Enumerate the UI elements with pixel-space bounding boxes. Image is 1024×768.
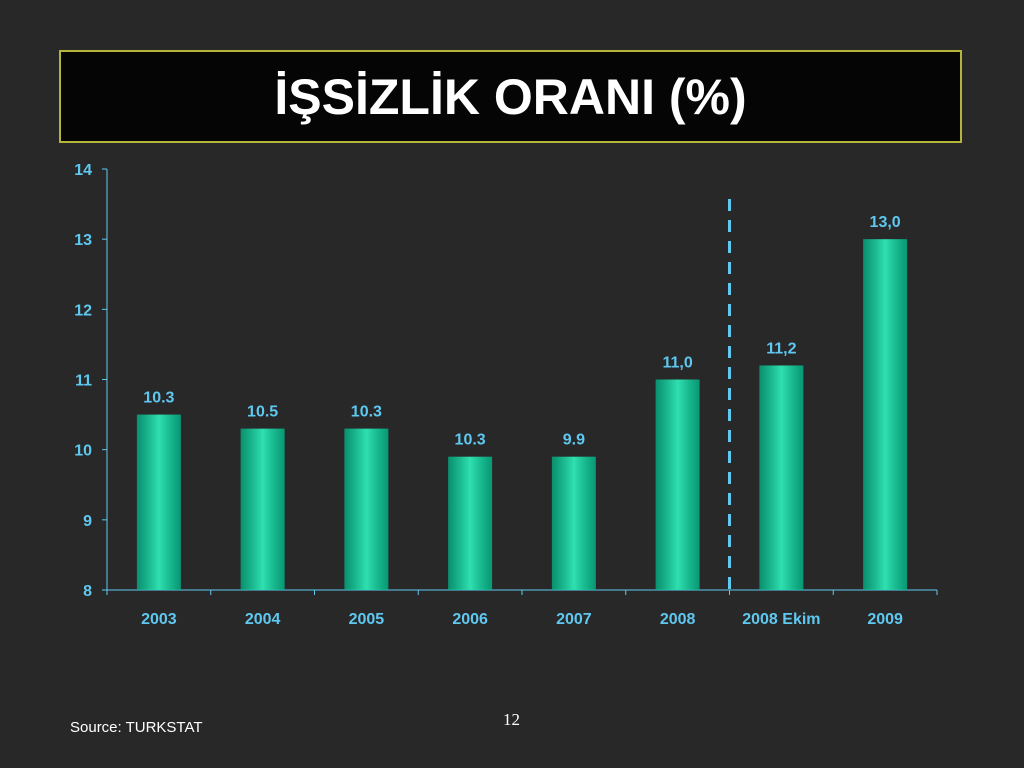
data-label: 10.3 bbox=[351, 404, 382, 421]
category-label: 2005 bbox=[349, 611, 385, 628]
category-label: 2003 bbox=[141, 611, 177, 628]
category-label: 2008 Ekim bbox=[742, 611, 820, 628]
y-tick-label: 13 bbox=[74, 232, 92, 249]
y-tick-label: 12 bbox=[74, 302, 92, 319]
bar bbox=[551, 456, 596, 590]
y-tick-label: 14 bbox=[74, 162, 92, 179]
source-note: Source: TURKSTAT bbox=[70, 719, 203, 736]
category-label: 2009 bbox=[867, 611, 903, 628]
bar bbox=[759, 365, 804, 590]
bar bbox=[448, 456, 493, 590]
data-label: 10.5 bbox=[247, 404, 278, 421]
slide-title: İŞSİZLİK ORANI (%) bbox=[274, 68, 747, 125]
category-label: 2004 bbox=[245, 611, 281, 628]
data-label: 9.9 bbox=[563, 432, 585, 449]
y-tick-label: 8 bbox=[83, 583, 92, 600]
bar bbox=[655, 379, 700, 590]
y-tick-label: 10 bbox=[74, 443, 92, 460]
data-label: 10.3 bbox=[143, 390, 174, 407]
page-number: 12 bbox=[503, 710, 520, 729]
y-tick-label: 11 bbox=[75, 373, 92, 390]
category-label: 2008 bbox=[660, 611, 696, 628]
bar bbox=[136, 414, 181, 590]
bar bbox=[344, 428, 389, 590]
category-label: 2006 bbox=[452, 611, 488, 628]
bar bbox=[240, 428, 285, 590]
bar bbox=[863, 239, 908, 590]
data-label: 13,0 bbox=[870, 214, 901, 231]
category-label: 2007 bbox=[556, 611, 592, 628]
data-label: 11,0 bbox=[662, 355, 692, 372]
title-box: İŞSİZLİK ORANI (%) bbox=[59, 50, 962, 143]
data-label: 11,2 bbox=[766, 340, 796, 357]
y-tick-label: 9 bbox=[83, 513, 92, 530]
data-label: 10.3 bbox=[455, 432, 486, 449]
